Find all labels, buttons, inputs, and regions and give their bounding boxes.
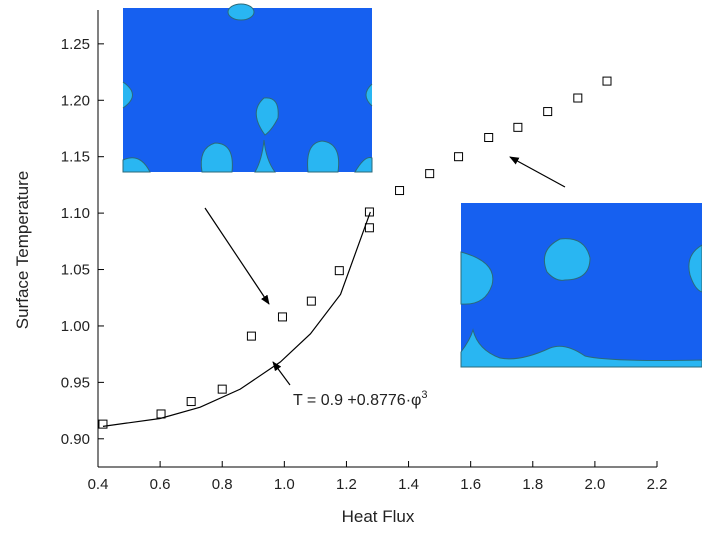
data-point [246,331,256,341]
y-tick-label: 1.20 [61,92,90,109]
arrow [204,207,270,305]
data-point [543,107,553,117]
y-tick-label: 0.95 [61,374,90,391]
x-tick-label: 1.8 [522,476,543,493]
annotation-text: T = 0.9 +0.8776·φ [293,392,421,409]
x-tick-label: 1.2 [336,476,357,493]
annotation: T = 0.9 +0.8776·φ3 [293,389,428,409]
data-point [364,223,374,233]
inset-image-right [460,203,702,368]
y-tick-label: 1.10 [61,205,90,222]
annotation-superscript: 3 [421,389,427,401]
x-tick-label: 2.0 [584,476,605,493]
x-tick-label: 1.4 [398,476,419,493]
x-tick-label: 0.6 [150,476,171,493]
data-point [156,409,166,419]
data-point [513,122,523,132]
arrow [272,361,291,386]
data-point [602,76,612,86]
data-point [306,296,316,306]
y-tick-label: 0.90 [61,431,90,448]
data-point [217,384,227,394]
data-point [186,397,196,407]
data-point [425,169,435,179]
inset-image-top [122,3,373,173]
x-tick-label: 0.4 [88,476,109,493]
data-point [334,266,344,276]
x-axis-label: Heat Flux [342,507,415,526]
y-tick-label: 1.00 [61,318,90,335]
fit-line [102,211,371,427]
y-tick-label: 1.25 [61,36,90,53]
x-tick-label: 1.6 [460,476,481,493]
x-tick-label: 0.8 [212,476,233,493]
y-tick-label: 1.05 [61,262,90,279]
arrow [509,156,566,188]
data-point [484,133,494,143]
y-tick-label: 1.15 [61,149,90,166]
x-tick-label: 2.2 [647,476,668,493]
y-axis-label: Surface Temperature [13,171,32,329]
data-point [395,186,405,196]
data-point [573,93,583,103]
x-tick-label: 1.0 [274,476,295,493]
data-point [277,312,287,322]
data-point [454,152,464,162]
data-point [98,419,108,429]
